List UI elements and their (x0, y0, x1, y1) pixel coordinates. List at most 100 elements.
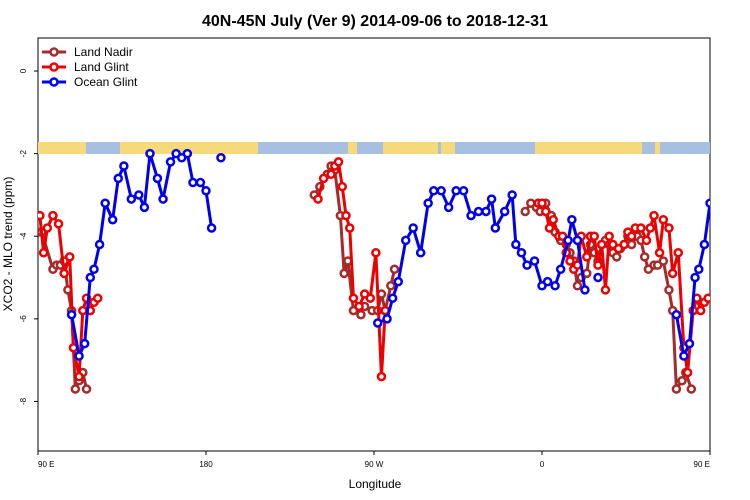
data-point-ocean-glint (85, 272, 96, 283)
data-point-land-glint (326, 169, 336, 180)
data-point-ocean-glint (690, 272, 700, 283)
data-point-ocean-glint (188, 177, 198, 188)
land-patch (120, 142, 258, 154)
x-tick-label: 90 W (365, 460, 384, 469)
data-point-ocean-glint (79, 338, 90, 349)
data-point-land-glint (596, 239, 607, 250)
data-point-ocean-glint (428, 186, 439, 196)
data-point-ocean-glint (550, 281, 560, 291)
data-point-ocean-glint (372, 318, 383, 328)
data-point-ocean-glint (126, 194, 137, 204)
data-point-land-glint (593, 260, 603, 270)
y-tick-label: 0 (19, 68, 28, 73)
data-point-ocean-glint (490, 223, 501, 233)
land-patch (535, 142, 642, 154)
data-point-land-nadir (386, 281, 396, 291)
data-point-ocean-glint (66, 309, 77, 320)
y-axis: 0 -2 -4 -6 -8 (19, 68, 38, 405)
data-point-land-nadir (572, 281, 583, 291)
data-point-ocean-glint (134, 190, 144, 200)
data-point-ocean-glint (89, 264, 99, 275)
data-point-land-glint (537, 198, 547, 208)
data-point-ocean-glint (436, 186, 446, 196)
data-point-land-glint (354, 301, 364, 312)
land-patch (348, 142, 357, 154)
data-point-ocean-glint (694, 264, 704, 275)
data-point-land-glint (92, 293, 103, 303)
data-point-ocean-glint (74, 351, 84, 361)
data-point-land-glint (540, 206, 551, 217)
data-point-land-nadir (389, 264, 400, 275)
land-patch (441, 142, 455, 154)
x-tick-label: 180 (199, 460, 213, 469)
data-point-ocean-glint (714, 216, 721, 223)
data-point-ocean-glint (107, 214, 118, 225)
data-point-ocean-glint (119, 161, 129, 171)
data-point-ocean-glint (572, 235, 583, 246)
data-point-land-glint (64, 252, 75, 262)
data-point-land-glint (38, 210, 45, 221)
data-point-ocean-glint (100, 198, 110, 208)
data-point-land-nadir (70, 384, 81, 394)
data-point-ocean-glint (725, 163, 732, 170)
data-point-ocean-glint (679, 351, 689, 361)
data-point-land-nadir (677, 376, 687, 386)
data-point-ocean-glint (671, 309, 682, 320)
land-patch (383, 142, 438, 154)
data-point-land-glint (658, 214, 669, 225)
data-point-land-glint (565, 256, 575, 266)
data-point-ocean-glint (182, 148, 193, 159)
data-point-land-glint (344, 223, 355, 233)
data-point-ocean-glint (699, 239, 710, 250)
data-point-ocean-glint (458, 186, 469, 196)
data-point-land-glint (42, 223, 53, 233)
data-point-ocean-glint (481, 206, 491, 217)
data-point-land-nadir (356, 309, 366, 320)
x-axis-label: Longitude (349, 477, 402, 491)
data-point-ocean-glint (415, 248, 426, 258)
data-point-ocean-glint (511, 239, 521, 250)
x-tick-label: 90 E (38, 460, 54, 469)
data-point-land-glint (74, 371, 84, 382)
data-point-land-glint (313, 194, 323, 204)
legend-swatch-marker (49, 77, 59, 87)
data-point-ocean-glint (195, 177, 206, 188)
data-point-land-glint (589, 231, 600, 241)
x-tick-label: 90 E (694, 460, 710, 469)
data-point-ocean-glint (580, 285, 590, 295)
map-strip (38, 142, 710, 154)
legend-item-land-glint: Land Glint (42, 60, 129, 74)
data-point-land-glint (337, 181, 348, 192)
data-point-land-glint (318, 173, 329, 184)
data-point-land-glint (682, 367, 693, 378)
data-point-ocean-glint (216, 153, 226, 163)
data-point-land-nadir (611, 252, 622, 262)
series-ocean-glint (66, 148, 740, 361)
chart-title: 40N-45N July (Ver 9) 2014-09-06 to 2018-… (202, 13, 548, 30)
data-point-land-glint (582, 252, 592, 262)
data-point-land-nadir (664, 285, 674, 295)
data-point-land-glint (59, 268, 69, 279)
data-point-land-glint (664, 223, 674, 233)
series-layer (38, 148, 740, 394)
data-point-ocean-glint (733, 196, 740, 203)
data-point-ocean-glint (542, 276, 553, 287)
data-point-ocean-glint (516, 248, 527, 258)
land-patch (655, 142, 660, 154)
data-point-land-glint (695, 305, 706, 316)
legend-swatch-marker (49, 62, 59, 72)
data-point-land-glint (333, 157, 344, 167)
data-point-ocean-glint (165, 157, 176, 167)
data-point-land-nadir (582, 268, 592, 279)
y-tick-label: -2 (19, 150, 28, 158)
data-point-land-glint (548, 214, 558, 225)
data-point-ocean-glint (473, 206, 484, 217)
data-point-ocean-glint (529, 256, 540, 266)
data-point-land-nadir (639, 252, 650, 262)
data-point-land-glint (48, 210, 58, 221)
data-point-ocean-glint (486, 194, 497, 204)
data-point-ocean-glint (113, 173, 124, 184)
data-point-land-nadir (626, 239, 637, 250)
